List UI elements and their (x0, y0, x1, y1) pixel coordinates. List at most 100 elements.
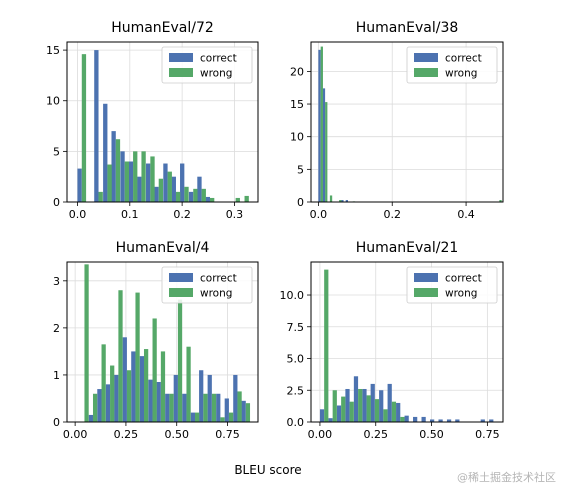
bar-wrong (383, 409, 388, 422)
bar-wrong (341, 396, 346, 422)
bar-correct (455, 419, 460, 422)
x-tick-label: 0.4 (457, 208, 475, 221)
bar-correct (137, 176, 142, 202)
y-tick-label: 0 (53, 416, 60, 429)
legend-label-wrong: wrong (445, 68, 477, 80)
bar-correct (370, 383, 375, 422)
bar-correct (480, 419, 485, 422)
series-wrong (84, 264, 251, 422)
legend-label-wrong: wrong (200, 68, 232, 80)
y-tick-label: 20 (290, 65, 304, 78)
bar-wrong (391, 401, 397, 422)
bar-correct (353, 376, 359, 422)
y-tick-label: 10.0 (280, 289, 305, 302)
bar-wrong (141, 151, 146, 202)
bar-wrong (194, 412, 200, 422)
x-tick-label: 0.50 (164, 428, 189, 441)
bar-correct (396, 402, 401, 422)
bar-correct (180, 163, 185, 202)
bar-correct (105, 384, 111, 422)
bar-wrong (101, 344, 106, 422)
bar-correct (438, 419, 443, 422)
bar-wrong (115, 139, 121, 202)
bar-correct (199, 370, 204, 422)
y-tick-label: 1 (53, 369, 60, 382)
bar-wrong (160, 351, 166, 422)
legend-swatch-correct (414, 273, 438, 282)
series-wrong (81, 54, 249, 202)
legend-swatch-wrong (169, 288, 193, 297)
chart-title: HumanEval/38 (356, 20, 459, 36)
bar-wrong (228, 412, 234, 422)
bar-correct (421, 416, 426, 422)
x-tick-label: 0.00 (63, 428, 88, 441)
bar-wrong (201, 188, 206, 202)
bar-wrong (133, 151, 138, 202)
bar-correct (241, 400, 246, 422)
bar-wrong (245, 403, 251, 422)
bar-correct (190, 412, 195, 422)
series-correct (77, 50, 210, 203)
x-tick-label: 0.3 (226, 208, 244, 221)
bar-wrong (349, 401, 354, 422)
y-tick-label: 2.5 (287, 384, 305, 397)
bar-correct (336, 405, 342, 422)
legend-swatch-wrong (414, 288, 438, 297)
bar-wrong (150, 156, 155, 202)
chart-title: HumanEval/21 (356, 240, 459, 256)
bar-wrong (324, 269, 329, 422)
bar-wrong (209, 197, 215, 202)
y-tick-label: 5 (297, 163, 304, 176)
axes-frame (310, 41, 504, 203)
bar-wrong (320, 46, 323, 203)
legend-label-wrong: wrong (445, 288, 477, 300)
bar-correct (163, 163, 168, 202)
bar-correct (120, 151, 125, 202)
x-tick-label: 0.75 (215, 428, 240, 441)
bar-correct (146, 163, 151, 202)
bar-wrong (152, 318, 157, 422)
figure-xlabel: BLEU score (234, 463, 301, 477)
bar-correct (319, 409, 325, 422)
x-tick-label: 0.00 (308, 428, 333, 441)
axes-frame (66, 261, 259, 423)
x-tick-label: 0.0 (69, 208, 87, 221)
bar-wrong (169, 393, 174, 422)
bar-wrong (175, 191, 181, 202)
legend-swatch-wrong (169, 68, 193, 77)
y-tick-label: 2 (53, 322, 60, 335)
bar-wrong (118, 290, 123, 422)
legend-label-correct: correct (445, 53, 482, 65)
bar-wrong (220, 417, 225, 422)
series-correct (319, 376, 494, 422)
chart-title: HumanEval/4 (116, 240, 210, 256)
bar-correct (404, 415, 409, 422)
bar-correct (387, 383, 392, 422)
watermark: @稀土掘金技术社区 (457, 470, 556, 484)
y-tick-label: 10 (290, 131, 304, 144)
x-tick-label: 0.2 (383, 208, 401, 221)
bar-correct (207, 374, 212, 422)
bar-correct (97, 389, 102, 422)
chart-panel-0: 0.0 0.1 0.2 0.3 0 5 10 15 HumanEval/72 correct wro… (46, 20, 259, 221)
bar-correct (182, 393, 187, 422)
bar-wrong (237, 391, 242, 422)
legend-swatch-correct (414, 53, 438, 62)
bar-wrong (325, 102, 328, 202)
y-tick-label: 7.5 (287, 321, 305, 334)
bar-wrong (211, 393, 217, 422)
bar-wrong (203, 393, 208, 422)
bar-wrong (339, 200, 342, 202)
x-tick-label: 0.0 (310, 208, 328, 221)
bar-wrong (332, 390, 337, 422)
legend: correct wrong (161, 266, 253, 304)
bar-correct (77, 168, 82, 202)
bar-wrong (143, 349, 149, 422)
bar-correct (233, 374, 238, 422)
bar-wrong (374, 399, 380, 422)
bar-wrong (366, 395, 371, 422)
bar-correct (429, 419, 435, 422)
bar-correct (128, 161, 134, 202)
bar-wrong (81, 54, 87, 202)
bar-correct (341, 200, 344, 202)
